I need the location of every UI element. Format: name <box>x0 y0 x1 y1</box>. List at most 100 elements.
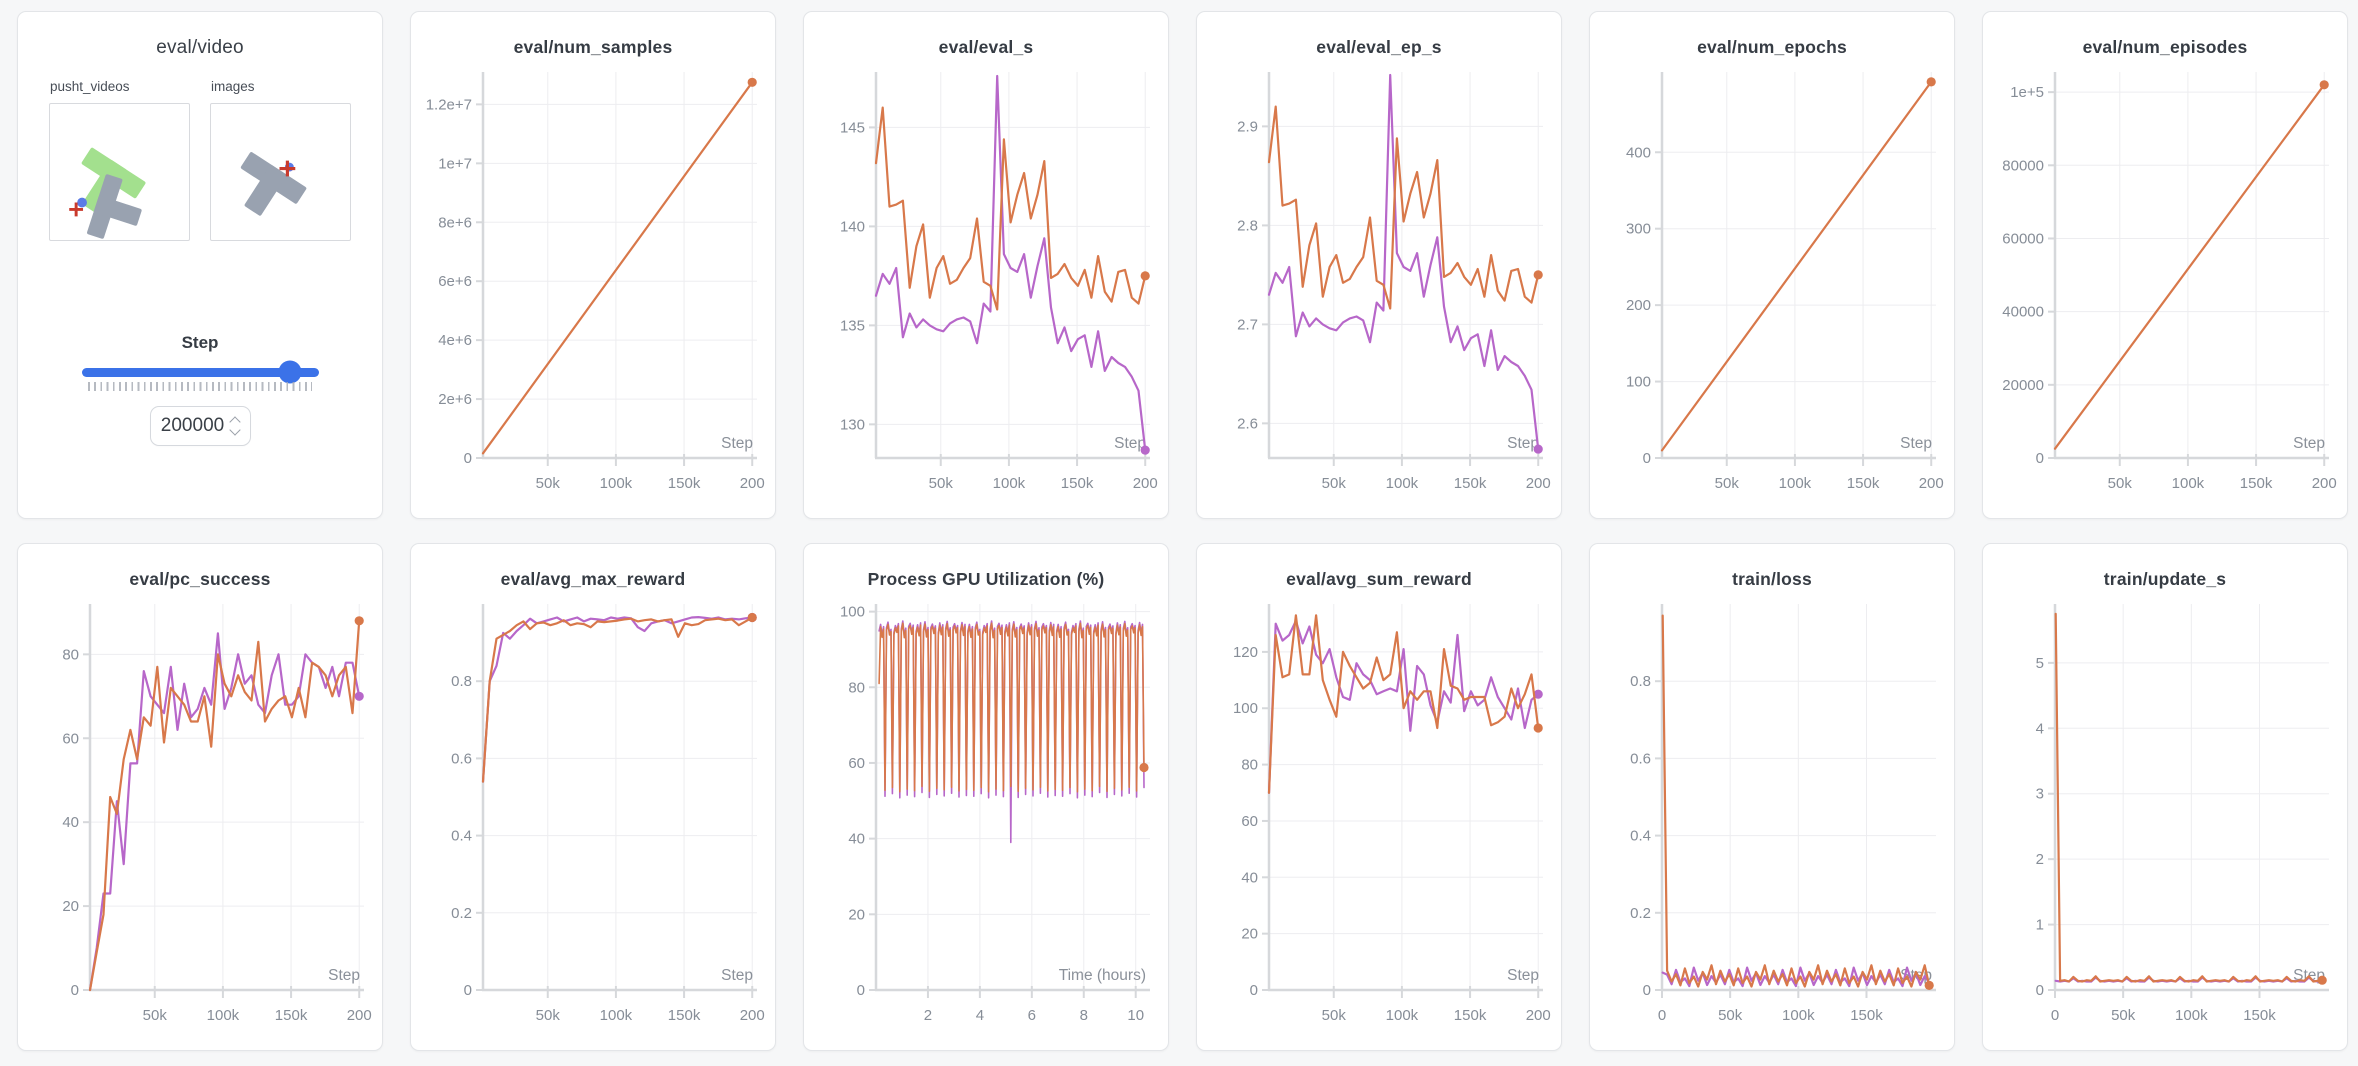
svg-text:100k: 100k <box>1779 475 1812 492</box>
svg-text:4: 4 <box>2036 720 2044 737</box>
line-chart-eval-avg-max-reward[interactable]: 0 0.2 0.4 0.6 0.8 50k 100k 150k 200 Step <box>423 594 765 1030</box>
panel-eval-num-episodes[interactable]: eval/num_episodes 0 20000 40000 60000 80000 1… <box>1982 11 2348 519</box>
chart-title: eval/eval_ep_s <box>1316 37 1442 57</box>
svg-text:Step: Step <box>328 967 360 984</box>
svg-text:60: 60 <box>848 755 865 772</box>
video-thumbnails: pusht_videos <box>18 59 382 241</box>
svg-text:150k: 150k <box>1454 1007 1487 1024</box>
panel-eval-avg-max-reward[interactable]: eval/avg_max_reward 0 0.2 0.4 0.6 0.8 50k 100k… <box>410 543 776 1051</box>
svg-text:100k: 100k <box>600 475 633 492</box>
svg-text:0.8: 0.8 <box>451 673 472 690</box>
line-chart-eval-num-samples[interactable]: 0 2e+6 4e+6 6e+6 8e+6 1e+7 1.2e+7 50k 100k 150k 20… <box>423 62 765 498</box>
svg-text:2.9: 2.9 <box>1237 118 1258 135</box>
panel-eval-eval-s[interactable]: eval/eval_s 130 135 140 145 50k 100k 150k 200 St… <box>803 11 1169 519</box>
svg-text:4: 4 <box>976 1007 984 1024</box>
svg-text:80: 80 <box>848 679 865 696</box>
pusht-scene-icon <box>69 147 146 239</box>
svg-text:150k: 150k <box>275 1007 308 1024</box>
chart-title: eval/avg_max_reward <box>500 569 686 589</box>
panel-train-update-s[interactable]: train/update_s 0 1 2 3 4 5 0 50k 100k 150k Step <box>1982 543 2348 1051</box>
svg-text:150k: 150k <box>2243 1007 2276 1024</box>
chart-title: eval/eval_s <box>938 37 1034 57</box>
video-label-pusht-videos: pusht_videos <box>50 79 130 94</box>
svg-text:100k: 100k <box>2175 1007 2208 1024</box>
svg-text:50k: 50k <box>929 475 954 492</box>
panel-eval-num-epochs[interactable]: eval/num_epochs 0 100 200 300 400 50k 100k 150k… <box>1589 11 1955 519</box>
svg-text:20000: 20000 <box>2002 377 2044 394</box>
svg-text:50k: 50k <box>1322 1007 1347 1024</box>
svg-text:100k: 100k <box>1386 475 1419 492</box>
svg-text:145: 145 <box>840 119 865 136</box>
spinner-down-icon[interactable] <box>229 424 241 436</box>
panel-process-gpu-utilization[interactable]: Process GPU Utilization (%) 0 20 40 60 80 100… <box>803 543 1169 1051</box>
svg-text:50k: 50k <box>1715 475 1740 492</box>
svg-text:80000: 80000 <box>2002 157 2044 174</box>
video-thumb-pusht-videos[interactable] <box>49 103 190 241</box>
chart-title: eval/avg_sum_reward <box>1286 569 1472 589</box>
svg-text:120: 120 <box>1233 644 1258 661</box>
line-chart-process-gpu-utilization[interactable]: 0 20 40 60 80 100 2 4 6 8 10 Time (hours) <box>816 594 1158 1030</box>
svg-text:200: 200 <box>740 475 765 492</box>
svg-text:130: 130 <box>840 416 865 433</box>
panel-eval-avg-sum-reward[interactable]: eval/avg_sum_reward 0 20 40 60 80 100 120 50k 10… <box>1196 543 1562 1051</box>
chart-title: eval/num_episodes <box>2082 37 2248 57</box>
line-chart-eval-eval-s[interactable]: 130 135 140 145 50k 100k 150k 200 Step <box>816 62 1158 498</box>
panel-eval-eval-ep-s[interactable]: eval/eval_ep_s 2.6 2.7 2.8 2.9 50k 100k 150k 20… <box>1196 11 1562 519</box>
video-thumb-images[interactable] <box>210 103 351 241</box>
svg-text:8: 8 <box>1080 1007 1088 1024</box>
slider-tick-ruler <box>88 382 312 391</box>
svg-text:Step: Step <box>1114 435 1146 452</box>
svg-text:50k: 50k <box>536 475 561 492</box>
line-chart-eval-num-episodes[interactable]: 0 20000 40000 60000 80000 1e+5 50k 100k 150k 200 S… <box>1995 62 2337 498</box>
panel-eval-num-samples[interactable]: eval/num_samples 0 2e+6 4e+6 6e+6 8e+6 1e+7 1.… <box>410 11 776 519</box>
svg-text:1: 1 <box>2036 917 2044 934</box>
step-input-value: 200000 <box>160 415 225 436</box>
slider-track[interactable] <box>81 368 319 377</box>
svg-text:135: 135 <box>840 317 865 334</box>
slider-thumb[interactable] <box>278 360 302 384</box>
video-label-images: images <box>211 79 255 94</box>
svg-text:0: 0 <box>2036 450 2044 467</box>
svg-text:50k: 50k <box>2111 1007 2136 1024</box>
step-input[interactable]: 200000 <box>149 406 251 446</box>
svg-text:200: 200 <box>1526 1007 1551 1024</box>
svg-text:150k: 150k <box>2240 475 2273 492</box>
svg-text:0: 0 <box>464 982 472 999</box>
panel-train-loss[interactable]: train/loss 0 0.2 0.4 0.6 0.8 0 50k 100k 150k Step <box>1589 543 1955 1051</box>
svg-text:Time (hours): Time (hours) <box>1059 967 1146 984</box>
line-chart-eval-avg-sum-reward[interactable]: 0 20 40 60 80 100 120 50k 100k 150k 200 Step <box>1209 594 1551 1030</box>
svg-text:0.2: 0.2 <box>1630 905 1651 922</box>
svg-text:80: 80 <box>62 646 79 663</box>
panel-eval-video[interactable]: eval/video pusht_videos <box>17 11 383 519</box>
step-spinner <box>229 416 241 436</box>
svg-text:0: 0 <box>2036 982 2044 999</box>
svg-text:2e+6: 2e+6 <box>438 391 472 408</box>
svg-text:Step: Step <box>721 967 753 984</box>
svg-text:80: 80 <box>1241 757 1258 774</box>
svg-text:0.6: 0.6 <box>451 750 472 767</box>
step-slider-label: Step <box>181 333 219 352</box>
panel-title: eval/video <box>156 37 244 58</box>
svg-text:3: 3 <box>2036 786 2044 803</box>
svg-text:0.8: 0.8 <box>1630 673 1651 690</box>
svg-text:1e+7: 1e+7 <box>438 155 472 172</box>
line-chart-eval-num-epochs[interactable]: 0 100 200 300 400 50k 100k 150k 200 Step <box>1602 62 1944 498</box>
svg-text:20: 20 <box>1241 926 1258 943</box>
line-chart-eval-pc-success[interactable]: 0 20 40 60 80 50k 100k 150k 200 Step <box>30 594 372 1030</box>
step-slider[interactable] <box>81 360 319 384</box>
svg-text:200: 200 <box>347 1007 372 1024</box>
svg-text:40: 40 <box>848 831 865 848</box>
svg-text:100: 100 <box>840 604 865 621</box>
svg-text:300: 300 <box>1626 221 1651 238</box>
svg-text:150k: 150k <box>1454 475 1487 492</box>
chart-title: eval/pc_success <box>129 569 271 589</box>
svg-text:200: 200 <box>740 1007 765 1024</box>
svg-text:200: 200 <box>1626 297 1651 314</box>
svg-text:50k: 50k <box>143 1007 168 1024</box>
svg-text:8e+6: 8e+6 <box>438 214 472 231</box>
svg-text:2.8: 2.8 <box>1237 217 1258 234</box>
panel-eval-pc-success[interactable]: eval/pc_success 0 20 40 60 80 50k 100k 150k 200 S… <box>17 543 383 1051</box>
line-chart-eval-eval-ep-s[interactable]: 2.6 2.7 2.8 2.9 50k 100k 150k 200 Step <box>1209 62 1551 498</box>
